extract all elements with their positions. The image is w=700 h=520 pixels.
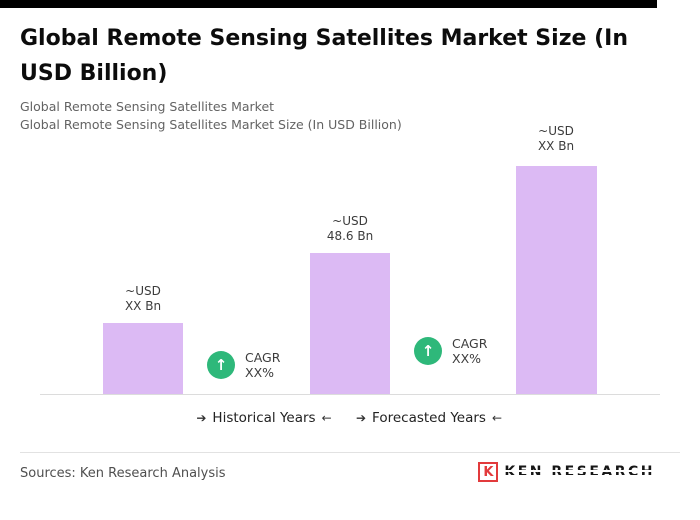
up-arrow-glyph: ↑ bbox=[214, 356, 228, 374]
left-arrow-icon: ← bbox=[321, 411, 332, 425]
right-arrow-icon: ➔ bbox=[355, 411, 367, 425]
bar-base-year bbox=[310, 253, 390, 395]
axis-label-historical: ➔ Historical Years ← bbox=[154, 410, 374, 426]
bar-value-line2: XX Bn bbox=[124, 298, 162, 313]
right-arrow-icon: ➔ bbox=[196, 411, 207, 425]
cagr-label-1: CAGR XX% bbox=[245, 350, 281, 380]
bar-value-label-forecast: ~USD XX Bn bbox=[511, 124, 601, 153]
axis-label-text: Forecasted Years bbox=[372, 410, 486, 426]
bar-value-label-historical: ~USD XX Bn bbox=[98, 284, 188, 313]
ken-research-logo: K KEN RESEARCH bbox=[478, 462, 655, 482]
cagr-value: XX% bbox=[452, 350, 482, 366]
axis-label-text: Historical Years bbox=[212, 410, 316, 426]
bar-value-line2: 48.6 Bn bbox=[326, 228, 374, 243]
bar-forecast bbox=[516, 166, 597, 395]
page-title: Global Remote Sensing Satellites Market … bbox=[20, 26, 628, 86]
bar-value-label-base: ~USD 48.6 Bn bbox=[305, 214, 395, 243]
chart-subtitle-market: Global Remote Sensing Satellites Market bbox=[20, 99, 275, 114]
sources-text: Sources: Ken Research Analysis bbox=[20, 466, 226, 481]
cagr-title: CAGR bbox=[452, 336, 488, 351]
up-arrow-glyph: ↑ bbox=[421, 342, 435, 360]
bar-value-line1: ~USD bbox=[125, 284, 161, 298]
chart-subtitle-market-size: Global Remote Sensing Satellites Market … bbox=[20, 117, 402, 132]
footer-divider bbox=[20, 452, 680, 453]
bar-value-line1: ~USD bbox=[332, 214, 368, 228]
cagr-up-arrow-icon: ↑ bbox=[207, 351, 235, 379]
cagr-label-2: CAGR XX% bbox=[452, 336, 488, 366]
axis-label-forecasted: ➔ Forecasted Years ← bbox=[319, 410, 539, 426]
cagr-up-arrow-icon: ↑ bbox=[414, 337, 442, 365]
top-accent-bar bbox=[0, 0, 657, 8]
bar-historical bbox=[103, 323, 183, 395]
chart-baseline bbox=[40, 394, 660, 395]
logo-wordmark: KEN RESEARCH bbox=[504, 464, 655, 480]
cagr-value: XX% bbox=[245, 364, 275, 380]
left-arrow-icon: ← bbox=[491, 411, 503, 425]
cagr-title: CAGR bbox=[245, 350, 281, 365]
bar-value-line2: XX Bn bbox=[537, 138, 575, 153]
bar-value-line1: ~USD bbox=[538, 124, 574, 138]
logo-k-icon: K bbox=[478, 462, 499, 482]
